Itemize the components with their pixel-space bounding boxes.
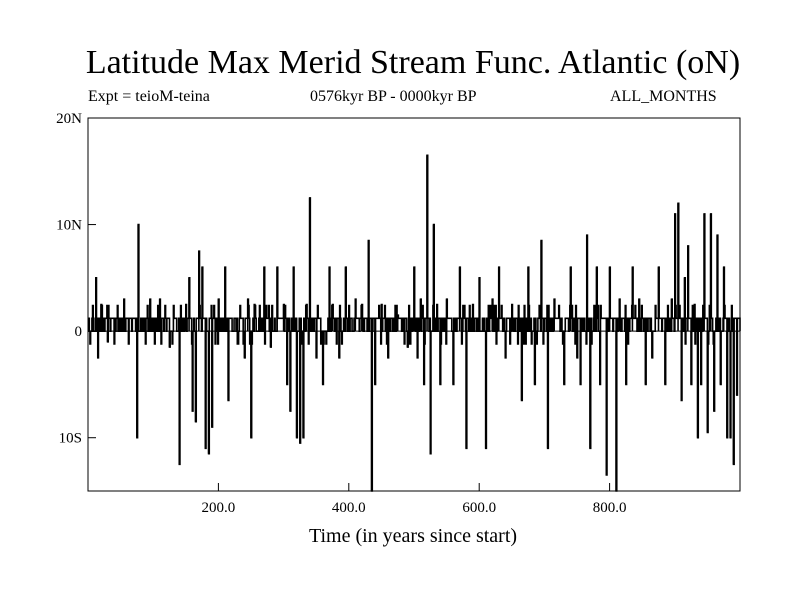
x-tick-label: 600.0 [462, 500, 496, 516]
x-tick-label: 400.0 [332, 500, 366, 516]
y-tick-label: 10N [56, 218, 82, 234]
time-range-label: 0576kyr BP - 0000kyr BP [310, 88, 477, 105]
x-tick-label: 800.0 [593, 500, 627, 516]
experiment-label: Expt = teioM-teina [88, 88, 210, 105]
x-tick-label: 200.0 [202, 500, 236, 516]
y-tick-label: 20N [56, 111, 82, 127]
x-axis-label: Time (in years since start) [309, 525, 517, 547]
y-tick-label: 10S [59, 431, 82, 447]
series-layer [87, 154, 741, 492]
y-tick-label: 0 [75, 324, 83, 340]
months-label: ALL_MONTHS [610, 88, 717, 105]
chart-title: Latitude Max Merid Stream Func. Atlantic… [85, 44, 741, 81]
plot-frame [87, 117, 741, 492]
tick-layer: 200.0 400.0 600.0 800.0 20N 10N 0 10S [56, 111, 626, 516]
